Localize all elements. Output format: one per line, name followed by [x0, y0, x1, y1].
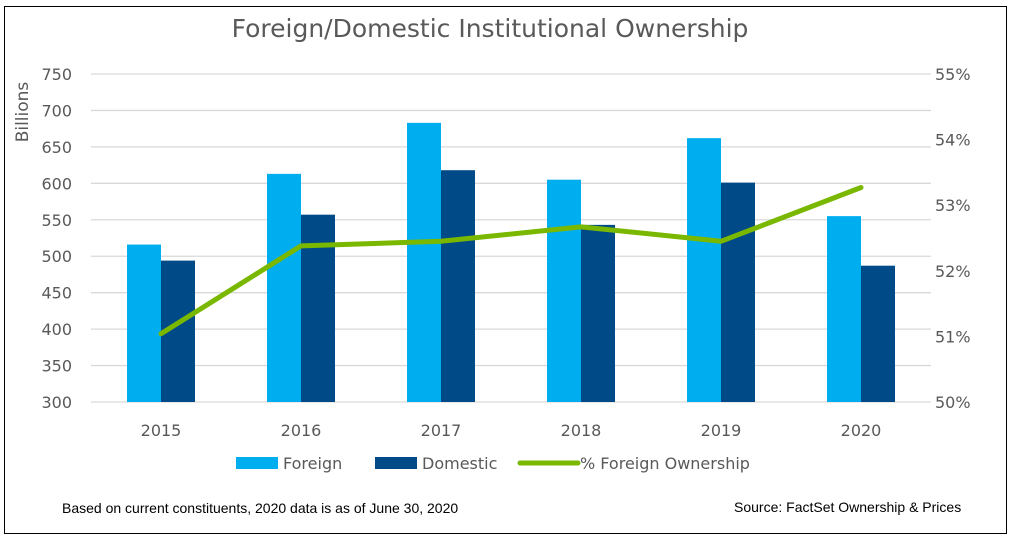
bar-foreign: [547, 179, 581, 402]
y2-tick-label: 55%: [935, 65, 971, 84]
line-foreign-ownership: [158, 184, 864, 337]
y-tick-label: 450: [41, 284, 72, 303]
y-tick-label: 650: [41, 138, 72, 157]
legend-swatch: [375, 457, 417, 469]
bar-foreign: [267, 173, 301, 402]
y2-tick-label: 54%: [935, 131, 971, 150]
legend-label: % Foreign Ownership: [580, 454, 750, 473]
chart-frame: [4, 6, 1007, 534]
y-tick-label: 350: [41, 357, 72, 376]
chart-title: Foreign/Domestic Institutional Ownership: [232, 14, 749, 43]
y-tick-label: 600: [41, 174, 72, 193]
y2-tick-label: 52%: [935, 262, 971, 281]
y2-tick-label: 50%: [935, 393, 971, 412]
y-tick-label: 700: [41, 101, 72, 120]
y2-tick-label: 51%: [935, 327, 971, 346]
x-tick-label: 2015: [141, 421, 182, 440]
x-tick-label: 2017: [421, 421, 462, 440]
legend-swatch: [236, 457, 278, 469]
source-note: Source: FactSet Ownership & Prices: [734, 499, 962, 515]
bar-foreign: [827, 216, 861, 402]
bar-domestic: [441, 170, 475, 402]
y-axis-label: Billions: [13, 82, 33, 143]
bar-foreign: [687, 138, 721, 403]
x-tick-label: 2018: [561, 421, 602, 440]
x-tick-label: 2016: [281, 421, 322, 440]
bar-foreign: [127, 244, 161, 402]
x-tick-label: 2020: [841, 421, 882, 440]
legend-label: Domestic: [422, 454, 497, 473]
y-tick-label: 550: [41, 211, 72, 230]
bar-domestic: [581, 224, 615, 402]
y-tick-label: 300: [41, 393, 72, 412]
x-tick-label: 2019: [701, 421, 742, 440]
bar-domestic: [861, 265, 895, 402]
legend-label: Foreign: [283, 454, 342, 473]
y2-tick-label: 53%: [935, 196, 971, 215]
bar-domestic: [721, 182, 755, 402]
y-tick-label: 400: [41, 320, 72, 339]
y-tick-label: 750: [41, 65, 72, 84]
footnote: Based on current constituents, 2020 data…: [62, 500, 459, 516]
bar-foreign: [407, 122, 441, 402]
y-tick-label: 500: [41, 247, 72, 266]
